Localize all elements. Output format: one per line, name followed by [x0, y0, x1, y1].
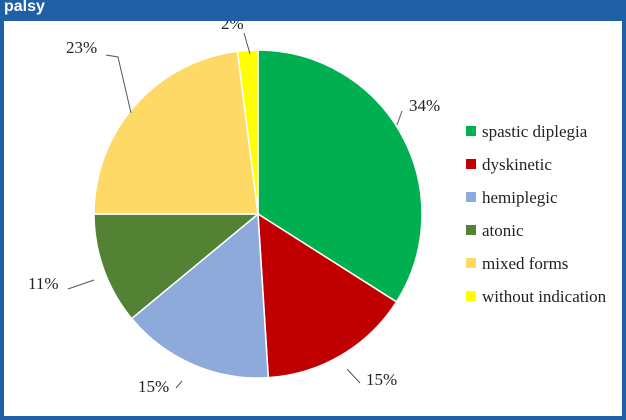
data-label: 11% — [28, 274, 59, 293]
leader-line — [243, 32, 251, 55]
legend-swatch — [466, 159, 476, 169]
chart-area: 34% 15% 15% 11% 23% 2% spastic diplegia dyskin… — [4, 21, 622, 416]
leader-line — [67, 279, 95, 290]
slide-title: palsy — [4, 0, 45, 15]
legend-label: dyskinetic — [482, 155, 552, 174]
legend-swatch — [466, 291, 476, 301]
legend-swatch — [466, 192, 476, 202]
pie-slice-atonic — [93, 213, 261, 320]
leader-line — [175, 380, 183, 389]
leader-lines — [67, 32, 403, 389]
leader-line — [346, 368, 361, 384]
legend: spastic diplegia dyskinetic hemiplegic aton… — [466, 122, 607, 306]
pie-slice-mixed-forms — [93, 50, 259, 215]
pie-slice-dyskinetic — [257, 212, 398, 379]
legend-label: spastic diplegia — [482, 122, 588, 141]
data-label: 34% — [409, 96, 440, 115]
pie-chart: 34% 15% 15% 11% 23% 2% spastic diplegia dyskin… — [28, 21, 607, 396]
pie-slice-without-indication — [236, 49, 259, 215]
slices-group — [93, 49, 423, 379]
legend-label: mixed forms — [482, 254, 568, 273]
legend-swatch — [466, 225, 476, 235]
legend-label: atonic — [482, 221, 524, 240]
leader-line — [396, 110, 403, 126]
leader-line — [105, 54, 132, 114]
data-label: 23% — [66, 38, 97, 57]
legend-label: without indication — [482, 287, 607, 306]
legend-swatch — [466, 126, 476, 136]
data-labels: 34% 15% 15% 11% 23% 2% — [28, 21, 440, 396]
pie-slice-spastic-diplegia — [257, 49, 423, 303]
data-label: 2% — [221, 21, 244, 33]
pie-slice-hemiplegic — [130, 212, 270, 379]
legend-swatch — [466, 258, 476, 268]
legend-label: hemiplegic — [482, 188, 558, 207]
data-label: 15% — [366, 370, 397, 389]
data-label: 15% — [138, 377, 169, 396]
